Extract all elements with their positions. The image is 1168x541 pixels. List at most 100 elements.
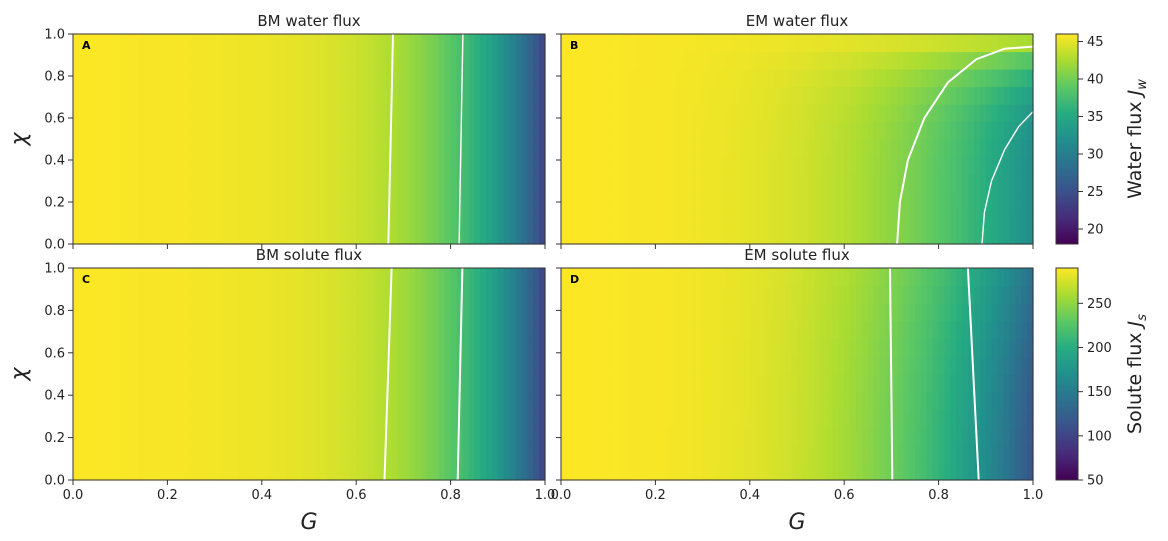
heatmap-cell	[578, 174, 586, 193]
heatmap-cell	[503, 156, 511, 175]
heatmap-cell	[631, 374, 639, 393]
heatmap-cell	[173, 174, 180, 193]
heatmap-cell	[826, 462, 833, 481]
heatmap-cell	[533, 226, 540, 245]
heatmap-cell	[244, 226, 251, 245]
heatmap-cell	[202, 391, 210, 410]
heatmap-cell	[539, 427, 546, 446]
heatmap-cell	[427, 268, 434, 287]
heatmap-cell	[474, 156, 481, 175]
heatmap-cell	[226, 174, 233, 193]
heatmap-cell	[926, 303, 934, 322]
heatmap-cell	[838, 174, 845, 193]
heatmap-cell	[679, 427, 686, 446]
heatmap-cell	[1021, 409, 1028, 428]
heatmap-cell	[690, 226, 698, 245]
heatmap-cell	[814, 139, 822, 158]
heatmap-cell	[962, 356, 969, 375]
heatmap-cell	[561, 268, 568, 287]
heatmap-cell	[373, 356, 381, 375]
heatmap-cell	[850, 51, 857, 70]
heatmap-cell	[279, 444, 286, 463]
heatmap-cell	[261, 209, 269, 228]
heatmap-cell	[702, 268, 710, 287]
heatmap-cell	[732, 285, 739, 304]
heatmap-cell	[867, 209, 875, 228]
heatmap-cell	[856, 391, 863, 410]
heatmap-cell	[143, 444, 151, 463]
heatmap-cell	[78, 374, 86, 393]
x-tick-label: 0.8	[440, 488, 461, 503]
heatmap-cell	[726, 86, 733, 105]
heatmap-cell	[673, 356, 680, 375]
heatmap-cell	[637, 139, 645, 158]
heatmap-cell	[450, 303, 458, 322]
heatmap-cell	[897, 462, 904, 481]
heatmap-cell	[684, 338, 692, 357]
heatmap-cell	[655, 174, 662, 193]
heatmap-cell	[738, 462, 745, 481]
heatmap-cell	[427, 86, 434, 105]
heatmap-cell	[132, 409, 139, 428]
heatmap-cell	[637, 462, 645, 481]
heatmap-cell	[814, 444, 822, 463]
heatmap-cell	[1027, 444, 1034, 463]
heatmap-cell	[332, 462, 340, 481]
heatmap-cell	[944, 338, 951, 357]
heatmap-cell	[155, 174, 163, 193]
heatmap-cell	[515, 444, 522, 463]
heatmap-cell	[968, 51, 975, 70]
heatmap-cell	[244, 139, 251, 158]
heatmap-cell	[368, 268, 375, 287]
heatmap-cell	[885, 226, 892, 245]
heatmap-cell	[649, 409, 656, 428]
heatmap-cell	[578, 191, 586, 210]
heatmap-cell	[714, 285, 721, 304]
heatmap-cell	[655, 303, 662, 322]
heatmap-cell	[185, 51, 192, 70]
heatmap-cell	[191, 303, 198, 322]
heatmap-cell	[808, 51, 816, 70]
heatmap-cell	[915, 104, 922, 123]
heatmap-cell	[179, 321, 186, 340]
heatmap-cell	[755, 462, 763, 481]
colorbar-tick-label: 40	[1087, 73, 1104, 88]
heatmap-cell	[474, 51, 481, 70]
heatmap-cell	[608, 191, 615, 210]
heatmap-cell	[226, 86, 233, 105]
x-axis-label: G	[788, 510, 805, 535]
heatmap-cell	[497, 462, 505, 481]
heatmap-cell	[991, 338, 999, 357]
heatmap-cell	[802, 391, 810, 410]
heatmap-cell	[738, 321, 745, 340]
heatmap-cell	[143, 427, 151, 446]
heatmap-cell	[643, 427, 651, 446]
heatmap-cell	[421, 321, 428, 340]
heatmap-cell	[820, 226, 828, 245]
heatmap-cell	[120, 209, 127, 228]
heatmap-cell	[932, 444, 940, 463]
heatmap-cell	[614, 51, 621, 70]
heatmap-cell	[808, 268, 816, 287]
heatmap-cell	[497, 69, 505, 88]
heatmap-cell	[667, 34, 674, 53]
heatmap-cell	[637, 444, 645, 463]
heatmap-cell	[690, 444, 698, 463]
heatmap-cell	[468, 444, 475, 463]
heatmap-cell	[856, 285, 863, 304]
heatmap-cell	[314, 427, 322, 446]
heatmap-cell	[297, 51, 304, 70]
heatmap-cell	[303, 444, 310, 463]
heatmap-cell	[820, 191, 828, 210]
heatmap-cell	[486, 51, 493, 70]
heatmap-cell	[602, 462, 609, 481]
heatmap-cell	[438, 268, 446, 287]
heatmap-cell	[956, 303, 963, 322]
heatmap-cell	[684, 409, 692, 428]
heatmap-cell	[350, 356, 357, 375]
heatmap-cell	[873, 321, 881, 340]
heatmap-cell	[196, 338, 204, 357]
heatmap-cell	[743, 409, 751, 428]
heatmap-cell	[527, 356, 534, 375]
heatmap-cell	[90, 303, 98, 322]
